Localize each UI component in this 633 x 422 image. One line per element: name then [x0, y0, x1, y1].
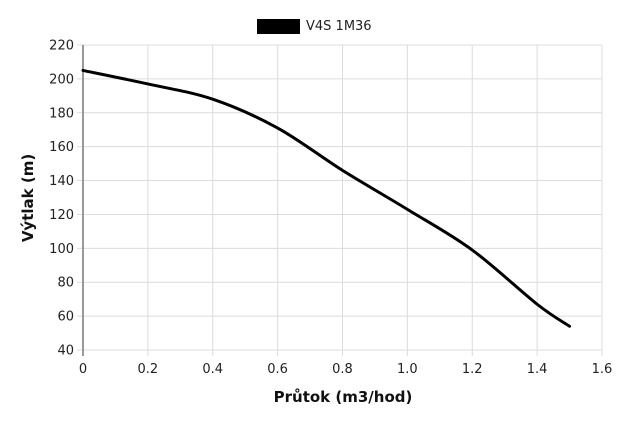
legend-label: V4S 1M36	[306, 19, 372, 34]
x-axis-title: Průtok (m3/hod)	[274, 388, 413, 406]
y-tick-label: 200	[49, 72, 74, 87]
y-tick-label: 180	[49, 106, 74, 121]
y-tick-label: 140	[49, 174, 74, 189]
x-tick-label: 0.4	[202, 362, 223, 377]
y-tick-label: 100	[49, 242, 74, 257]
tick-labels: 40 60 80 100 120 140 160 180 200 220 0 0.2 0.4 0.6 0.8…	[49, 39, 612, 378]
x-tick-label: 0	[79, 362, 87, 377]
x-tick-label: 0.6	[267, 362, 288, 377]
x-tick-label: 1.2	[462, 362, 483, 377]
y-axis-title: Výtlak (m)	[19, 154, 37, 242]
series-line-v4s-1m36	[81, 68, 572, 328]
y-tick-label: 40	[57, 344, 74, 359]
x-tick-label: 0.2	[138, 362, 159, 377]
y-tick-label: 120	[49, 208, 74, 223]
chart-legend: V4S 1M36	[257, 19, 372, 34]
x-tick-label: 1.6	[592, 362, 613, 377]
x-tick-label: 1.0	[397, 362, 418, 377]
legend-swatch	[257, 19, 300, 34]
y-tick-label: 220	[49, 39, 74, 54]
x-tick-label: 0.8	[332, 362, 353, 377]
x-tick-label: 1.4	[527, 362, 548, 377]
y-tick-label: 160	[49, 140, 74, 155]
grid-lines	[77, 44, 603, 356]
y-tick-label: 60	[57, 310, 74, 325]
y-tick-label: 80	[57, 276, 74, 291]
